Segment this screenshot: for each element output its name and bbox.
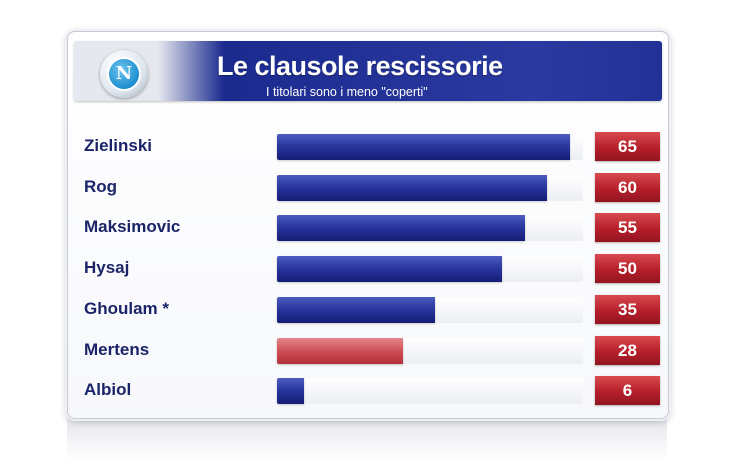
bar (277, 215, 525, 241)
card-reflection (67, 418, 667, 462)
bar (277, 175, 547, 201)
player-name: Mertens (84, 340, 150, 359)
player-name: Zielinski (84, 136, 153, 155)
bar (277, 134, 570, 160)
value-badge: 65 (595, 132, 660, 161)
bar (277, 338, 403, 364)
bar-track (277, 378, 583, 404)
header-banner: N Le clausole rescissorie I titolari son… (74, 41, 662, 101)
value-badge: 28 (595, 336, 660, 365)
value-badge: 60 (595, 173, 660, 202)
bar (277, 256, 502, 282)
player-name: Rog (84, 177, 118, 196)
player-name: Maksimovic (84, 217, 181, 236)
player-name: Albiol (84, 380, 132, 399)
value-badge: 6 (595, 376, 660, 405)
value-badge: 50 (595, 254, 660, 283)
value-badge: 35 (595, 295, 660, 324)
chart-subtitle: I titolari sono i meno "coperti" (266, 85, 428, 99)
value-badge: 55 (595, 213, 660, 242)
player-name: Hysaj (84, 258, 130, 277)
bar (277, 378, 304, 404)
bar (277, 297, 435, 323)
club-logo: N (100, 50, 148, 98)
player-name: Ghoulam * (84, 299, 170, 318)
chart-title: Le clausole rescissorie (217, 51, 503, 81)
club-logo-icon: N (107, 57, 141, 91)
